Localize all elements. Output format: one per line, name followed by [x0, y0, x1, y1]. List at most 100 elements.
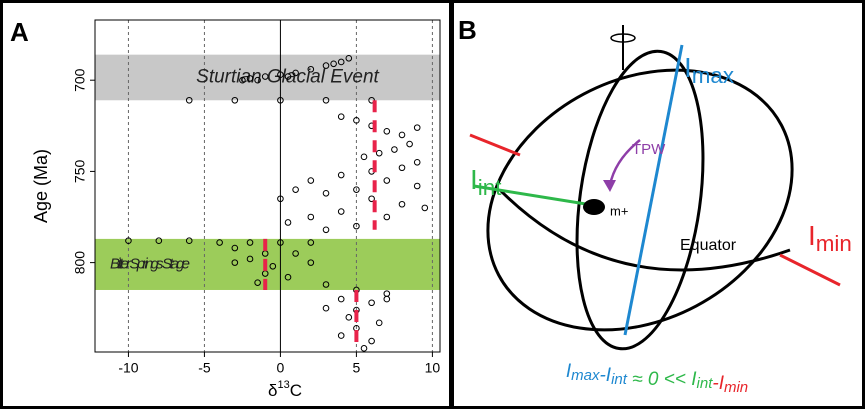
y-tick-label: 800 [72, 251, 88, 275]
data-point [185, 237, 193, 245]
x-tick-label: -10 [118, 360, 138, 376]
data-point [292, 250, 299, 257]
label-part: max [692, 63, 734, 88]
band-label: Sturtian Glacial Event [196, 66, 379, 87]
data-point [337, 208, 345, 215]
data-point [322, 62, 330, 69]
tpw-label: TPW [632, 141, 666, 158]
data-point [277, 239, 284, 246]
formula: Imax-Iint ≈ 0 << Iint-Imin [566, 361, 748, 396]
label-part: - [712, 373, 718, 394]
axis-label: Imax [684, 52, 734, 88]
data-point [284, 219, 292, 226]
data-point [413, 158, 421, 166]
x-tick-label: -5 [198, 360, 211, 376]
band-label: Bitter Springs Stage [110, 255, 190, 272]
equator-label: Equator [680, 237, 737, 254]
x-axis-label: δ13C [268, 379, 302, 401]
data-point [322, 281, 330, 288]
meridian [575, 49, 705, 351]
label-part: 13 [277, 379, 289, 391]
data-point [246, 255, 254, 263]
data-point [391, 146, 398, 153]
data-point [383, 127, 391, 135]
data-point [360, 153, 368, 161]
data-point [269, 262, 277, 270]
band [95, 238, 440, 290]
label-part: δ [268, 381, 277, 400]
data-point [307, 239, 315, 246]
data-point [413, 124, 421, 131]
data-point [246, 239, 254, 246]
axis-label: Iint [470, 164, 502, 200]
data-point [261, 73, 269, 80]
data-point [345, 55, 353, 62]
equator [498, 188, 791, 272]
data-point [368, 195, 375, 203]
x-tick-label: 10 [425, 360, 441, 376]
data-point [246, 75, 254, 82]
x-tick-label: 5 [353, 360, 361, 376]
data-point [254, 279, 261, 286]
data-point [383, 295, 391, 303]
axis-label: Imin [808, 220, 852, 256]
data-point [307, 65, 315, 73]
label-part: C [290, 381, 302, 400]
y-tick-label: 700 [72, 68, 88, 92]
data-point [406, 140, 413, 148]
data-point [337, 295, 345, 303]
data-point [277, 195, 284, 203]
label-part: I [719, 373, 725, 394]
label-part: I [684, 52, 692, 83]
data-point [322, 96, 330, 104]
data-point [383, 213, 391, 221]
imin-axis [779, 253, 841, 287]
x-tick-label: 0 [277, 360, 285, 376]
data-point [277, 96, 284, 104]
plot-frame [94, 19, 441, 353]
data-point [398, 131, 406, 139]
imax-axis [623, 44, 684, 336]
data-point [337, 332, 345, 339]
data-point [398, 164, 406, 172]
data-point [239, 76, 246, 84]
data-point [398, 200, 406, 208]
label-part: min [816, 231, 852, 256]
data-point [231, 244, 239, 252]
label-part: - [599, 365, 605, 386]
data-point [322, 304, 330, 312]
panel-label: A [10, 17, 29, 47]
data-point [353, 222, 360, 230]
data-point [330, 60, 337, 68]
data-point [185, 96, 193, 104]
data-point [322, 226, 330, 234]
data-point [353, 117, 360, 124]
data-point [231, 259, 239, 266]
panel-a-frame [0, 0, 452, 409]
label-part: I [606, 365, 612, 386]
m-plus-label: m+ [610, 203, 628, 218]
data-point [307, 177, 315, 184]
data-point [353, 186, 360, 193]
data-point [368, 299, 375, 307]
y-tick-label: 750 [72, 160, 88, 184]
label-part: int [611, 371, 628, 388]
data-point [375, 319, 383, 327]
data-point [155, 237, 163, 245]
imin-axis [469, 133, 521, 157]
data-point [307, 213, 315, 221]
ellipsoid-outline [486, 68, 794, 332]
label-part: I [566, 361, 572, 382]
label-part: I [470, 164, 478, 195]
data-point [284, 273, 292, 281]
data-point [375, 149, 383, 157]
label-part: int [697, 375, 714, 392]
label-part: I [691, 369, 697, 390]
data-point [307, 259, 315, 266]
data-point [383, 177, 391, 184]
data-point [277, 71, 284, 79]
panel-label: B [458, 15, 477, 45]
data-point [337, 113, 345, 120]
